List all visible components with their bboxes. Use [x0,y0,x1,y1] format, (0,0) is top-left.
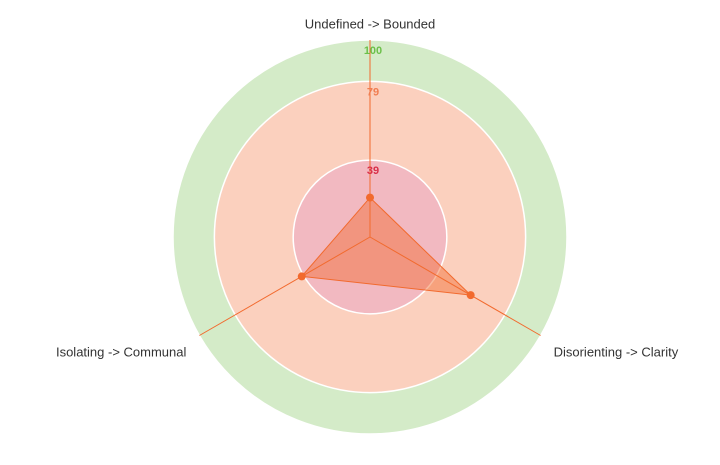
axis-line [199,236,371,336]
axis-label: Disorienting -> Clarity [554,344,679,359]
data-point [366,193,374,202]
series-area [300,196,473,296]
axis-label: Isolating -> Communal [56,344,187,359]
tick tick-label: 39 [367,165,379,177]
axis-label: Undefined -> Bounded [305,16,435,31]
axis-line [369,236,541,336]
tick tick-label: 79 [367,86,379,98]
data-point [466,291,475,300]
tick tick-label: 100 [364,45,382,57]
data-point [297,272,306,281]
